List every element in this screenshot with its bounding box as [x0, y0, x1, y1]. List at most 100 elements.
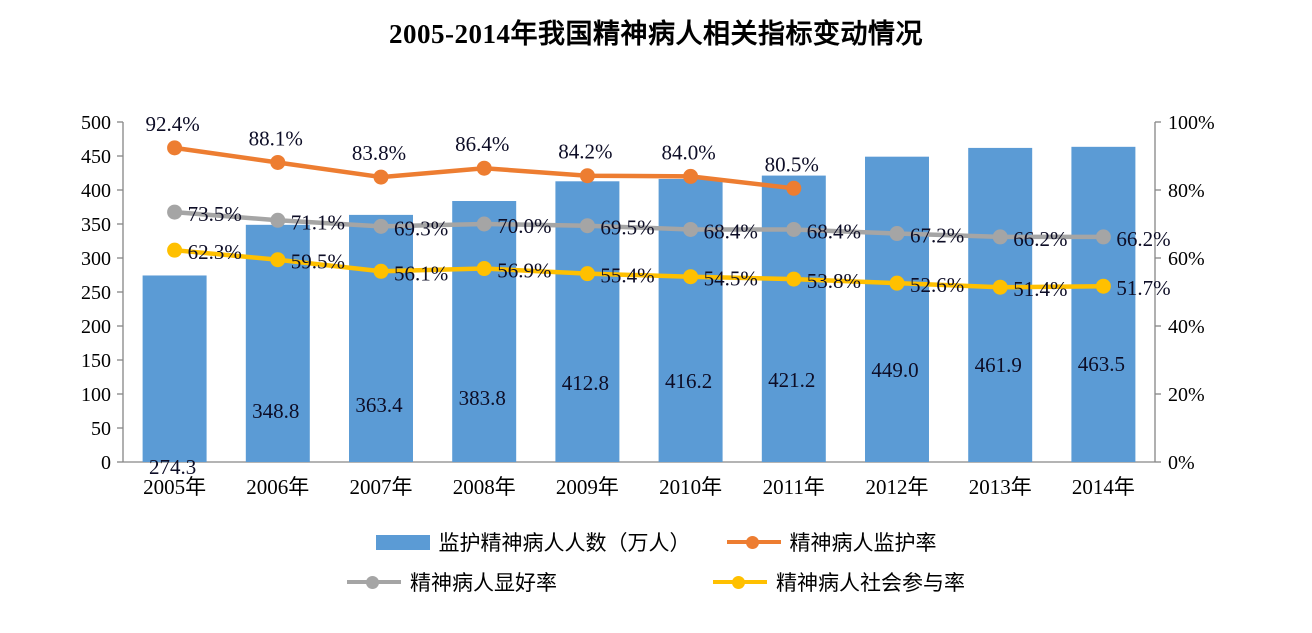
- point-value-label: 62.3%: [188, 240, 242, 264]
- legend-row-2: 精神病人显好率 精神病人社会参与率: [0, 562, 1312, 602]
- left-axis-tick-label: 250: [81, 282, 111, 304]
- left-axis-tick-label: 400: [81, 180, 111, 202]
- point-value-label: 53.8%: [807, 269, 861, 293]
- line-marker: [167, 242, 183, 258]
- right-axis-tick-label: 60%: [1168, 248, 1205, 270]
- bar-value-label: 363.4: [355, 393, 403, 417]
- line-marker: [270, 252, 286, 268]
- legend-item-gray[interactable]: 精神病人显好率: [347, 567, 557, 597]
- line-marker: [683, 221, 699, 237]
- left-axis-tick-label: 100: [81, 384, 111, 406]
- point-value-label: 69.3%: [394, 216, 448, 240]
- bar-value-label: 274.3: [149, 455, 196, 479]
- line-path: [172, 209, 1106, 240]
- point-value-label: 86.4%: [455, 132, 509, 156]
- bar-value-label: 449.0: [871, 358, 918, 382]
- line-marker: [579, 266, 595, 282]
- line-marker: [992, 229, 1008, 245]
- left-axis-tick-label: 200: [81, 316, 111, 338]
- point-value-label: 83.8%: [352, 141, 406, 165]
- point-value-label: 51.4%: [1013, 277, 1067, 301]
- point-value-label: 66.2%: [1013, 227, 1067, 251]
- bar: [968, 147, 1033, 462]
- point-value-label: 84.2%: [558, 140, 612, 164]
- line-marker: [476, 216, 492, 232]
- bar-value-label: 421.2: [768, 368, 815, 392]
- bar: [1071, 146, 1136, 462]
- left-axis: 0 50 100 150 200 250 300 350 400 450 500: [81, 112, 1155, 474]
- category-label: 2010年: [659, 475, 722, 499]
- line-marker: [683, 168, 699, 184]
- point-value-label: 73.5%: [188, 202, 242, 226]
- line-marker: [786, 180, 802, 196]
- legend-item-bar[interactable]: 监护精神病人人数（万人）: [375, 527, 691, 557]
- right-axis-tick-label: 20%: [1168, 384, 1205, 406]
- left-axis-tick-label: 500: [81, 112, 111, 134]
- point-value-label: 54.5%: [704, 267, 758, 291]
- line-marker: [373, 263, 389, 279]
- legend-label-yellow: 精神病人社会参与率: [776, 572, 965, 595]
- line-marker: [476, 160, 492, 176]
- bar: [349, 214, 413, 462]
- chart-title: 2005-2014年我国精神病人相关指标变动情况: [389, 19, 923, 49]
- bar-value-label: 412.8: [562, 371, 609, 395]
- line-marker: [889, 275, 905, 291]
- category-label: 2007年: [350, 475, 413, 499]
- plot-area: 0 50 100 150 200 250 300 350 400 450 500 0% 20% 40% 6…: [0, 100, 1312, 500]
- legend-label-gray: 精神病人显好率: [410, 572, 557, 595]
- line-marker: [373, 218, 389, 234]
- category-label: 2014年: [1072, 475, 1135, 499]
- legend-swatch-line-icon: [713, 574, 767, 590]
- point-value-label: 92.4%: [145, 112, 199, 136]
- line-marker: [683, 269, 699, 285]
- left-axis-tick-label: 0: [101, 452, 111, 474]
- category-label: 2006年: [246, 475, 309, 499]
- right-axis-tick-label: 100%: [1168, 112, 1215, 134]
- bar: [142, 275, 207, 462]
- legend-item-orange[interactable]: 精神病人监护率: [726, 527, 937, 557]
- bar: [865, 156, 929, 462]
- line-marker: [476, 261, 492, 277]
- point-value-label: 68.4%: [807, 219, 861, 243]
- category-label: 2005年: [143, 475, 206, 499]
- line-marker: [889, 226, 905, 242]
- left-axis-tick-label: 300: [81, 248, 111, 270]
- left-axis-tick-label: 150: [81, 350, 111, 372]
- line-marker: [1095, 229, 1111, 245]
- legend-item-yellow[interactable]: 精神病人社会参与率: [713, 567, 965, 597]
- right-axis-tick-label: 40%: [1168, 316, 1205, 338]
- point-value-label: 55.4%: [600, 264, 654, 288]
- point-value-label: 71.1%: [291, 210, 345, 234]
- point-value-label: 69.5%: [600, 216, 654, 240]
- category-label: 2009年: [556, 475, 619, 499]
- point-value-label: 88.1%: [249, 126, 303, 150]
- line-series: [167, 140, 1111, 295]
- point-value-label: 59.5%: [291, 250, 345, 274]
- right-axis: 0% 20% 40% 60% 80% 100%: [1154, 112, 1215, 474]
- point-value-label: 70.0%: [497, 214, 551, 238]
- left-axis-tick-label: 50: [91, 418, 111, 440]
- legend-row-1: 监护精神病人人数（万人） 精神病人监护率: [0, 522, 1312, 562]
- point-value-labels: 92.4% 88.1% 83.8% 86.4% 84.2% 84.0% 80.5% 73.5%…: [145, 112, 1170, 301]
- point-value-label: 80.5%: [765, 152, 819, 176]
- bar-value-label: 416.2: [665, 369, 712, 393]
- chart-legend: 监护精神病人人数（万人） 精神病人监护率 精神病人显好率 精神病人社会参与率: [0, 522, 1312, 612]
- line-marker: [992, 279, 1008, 295]
- category-label: 2013年: [969, 475, 1032, 499]
- line-marker: [579, 218, 595, 234]
- line-marker: [270, 154, 286, 170]
- right-axis-tick-label: 80%: [1168, 180, 1205, 202]
- bar-value-label: 461.9: [975, 353, 1022, 377]
- legend-swatch-bar-icon: [375, 534, 430, 550]
- category-label: 2011年: [763, 475, 825, 499]
- bar-value-label: 383.8: [459, 386, 506, 410]
- chart-canvas: 0 50 100 150 200 250 300 350 400 450 500 0% 20% 40% 6…: [81, 112, 1215, 499]
- line-path: [172, 247, 1106, 290]
- right-axis-tick-label: 0%: [1168, 452, 1195, 474]
- legend-swatch-line-icon: [726, 534, 781, 550]
- point-value-label: 52.6%: [910, 273, 964, 297]
- left-axis-tick-label: 350: [81, 214, 111, 236]
- category-label: 2012年: [866, 475, 929, 499]
- bar-value-label: 463.5: [1078, 352, 1125, 376]
- point-value-label: 67.2%: [910, 224, 964, 248]
